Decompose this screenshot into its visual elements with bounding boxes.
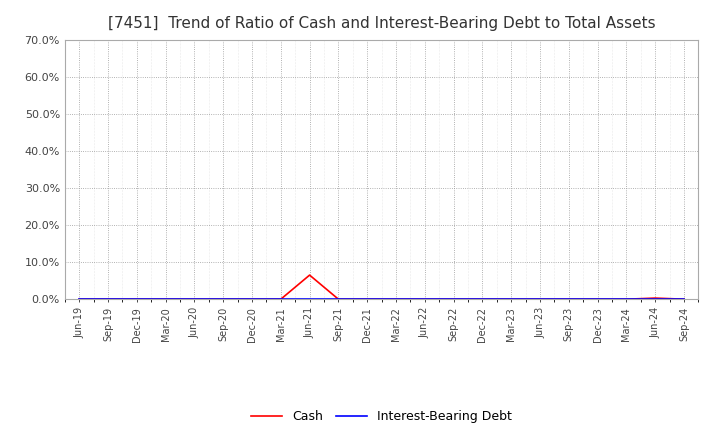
Line: Cash: Cash xyxy=(79,275,684,299)
Cash xyxy=(622,297,631,302)
Interest-Bearing Debt xyxy=(593,297,602,302)
Cash xyxy=(219,297,228,302)
Cash xyxy=(651,295,660,301)
Interest-Bearing Debt xyxy=(680,297,688,302)
Cash xyxy=(104,297,112,302)
Cash xyxy=(248,297,256,302)
Cash xyxy=(593,297,602,302)
Cash xyxy=(276,297,285,302)
Interest-Bearing Debt xyxy=(536,297,544,302)
Interest-Bearing Debt xyxy=(334,297,343,302)
Interest-Bearing Debt xyxy=(104,297,112,302)
Cash xyxy=(305,272,314,278)
Interest-Bearing Debt xyxy=(622,297,631,302)
Legend: Cash, Interest-Bearing Debt: Cash, Interest-Bearing Debt xyxy=(246,405,517,428)
Interest-Bearing Debt xyxy=(507,297,516,302)
Interest-Bearing Debt xyxy=(305,297,314,302)
Interest-Bearing Debt xyxy=(248,297,256,302)
Cash xyxy=(478,297,487,302)
Interest-Bearing Debt xyxy=(651,297,660,302)
Cash xyxy=(536,297,544,302)
Interest-Bearing Debt xyxy=(449,297,458,302)
Cash xyxy=(75,297,84,302)
Cash xyxy=(507,297,516,302)
Cash xyxy=(363,297,372,302)
Cash xyxy=(334,297,343,302)
Cash xyxy=(161,297,170,302)
Interest-Bearing Debt xyxy=(219,297,228,302)
Interest-Bearing Debt xyxy=(276,297,285,302)
Cash xyxy=(449,297,458,302)
Interest-Bearing Debt xyxy=(478,297,487,302)
Cash xyxy=(132,297,141,302)
Interest-Bearing Debt xyxy=(161,297,170,302)
Interest-Bearing Debt xyxy=(392,297,400,302)
Interest-Bearing Debt xyxy=(75,297,84,302)
Cash xyxy=(190,297,199,302)
Interest-Bearing Debt xyxy=(564,297,573,302)
Cash xyxy=(680,297,688,302)
Interest-Bearing Debt xyxy=(420,297,429,302)
Interest-Bearing Debt xyxy=(190,297,199,302)
Cash xyxy=(420,297,429,302)
Interest-Bearing Debt xyxy=(132,297,141,302)
Interest-Bearing Debt xyxy=(363,297,372,302)
Cash xyxy=(392,297,400,302)
Cash xyxy=(564,297,573,302)
Title: [7451]  Trend of Ratio of Cash and Interest-Bearing Debt to Total Assets: [7451] Trend of Ratio of Cash and Intere… xyxy=(108,16,655,32)
